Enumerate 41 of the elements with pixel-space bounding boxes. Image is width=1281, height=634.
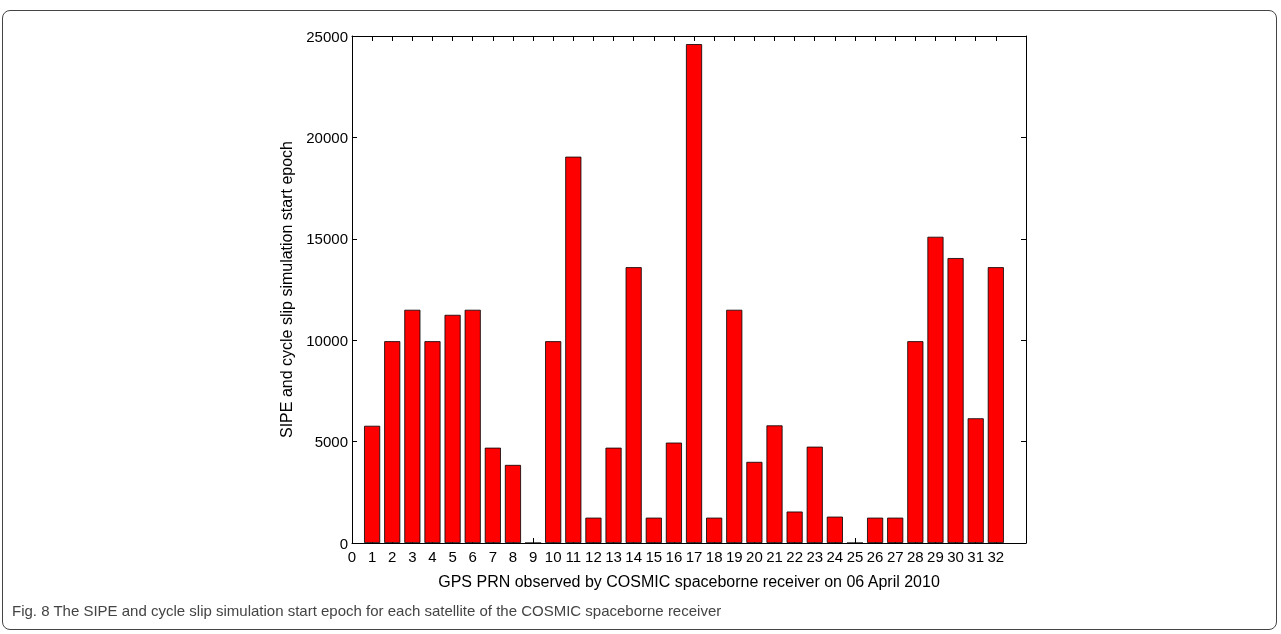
x-tick-label: 1 bbox=[367, 548, 377, 565]
x-tick-label: 7 bbox=[488, 548, 498, 565]
x-tick-label: 12 bbox=[585, 548, 602, 565]
x-tick-label: 26 bbox=[866, 548, 884, 565]
caption: Fig. 8 The SIPE and cycle slip simulation start epoch for each satellite of the COSMIC spaceborne receiver bbox=[12, 602, 722, 619]
x-tick-label: 19 bbox=[725, 548, 743, 565]
x-tick-label: 17 bbox=[685, 548, 703, 565]
x-tick-label: 22 bbox=[786, 548, 803, 565]
y-tick-label: 15000 bbox=[306, 230, 348, 248]
x-tick-label: 10 bbox=[544, 548, 562, 565]
x-tick-label: 5 bbox=[448, 548, 457, 565]
x-tick-label: 28 bbox=[907, 548, 924, 565]
x-tick-label: 4 bbox=[428, 548, 437, 565]
x-tick-label: 27 bbox=[886, 548, 904, 565]
x-tick-label: 6 bbox=[468, 548, 477, 565]
x-tick-label: 31 bbox=[967, 548, 985, 565]
y-axis-title: SIPE and cycle slip simulation start epoch bbox=[277, 140, 295, 439]
x-tick-label: 25 bbox=[846, 548, 864, 565]
x-tick-label: 14 bbox=[625, 548, 643, 565]
x-tick-label: 18 bbox=[705, 548, 723, 565]
x-tick-label: 20 bbox=[746, 548, 763, 565]
x-tick-label: 13 bbox=[605, 548, 622, 565]
y-tick-label: 5000 bbox=[314, 433, 348, 451]
x-tick-label: 15 bbox=[645, 548, 663, 565]
x-tick-label: 9 bbox=[528, 548, 538, 565]
x-tick-label: 29 bbox=[927, 548, 944, 565]
y-tick-label: 0 bbox=[339, 534, 348, 552]
y-tick-label: 20000 bbox=[306, 128, 348, 146]
x-tick-label: 32 bbox=[987, 548, 1005, 565]
x-axis-title: GPS PRN observed by COSMIC spaceborne receiver on 06 April 2010 bbox=[438, 572, 940, 590]
x-tick-label: 23 bbox=[806, 548, 824, 565]
x-tick-label: 21 bbox=[766, 548, 783, 565]
x-tick-label: 8 bbox=[508, 548, 518, 565]
y-tick-label: 10000 bbox=[306, 331, 348, 349]
x-tick-label: 24 bbox=[826, 548, 844, 565]
x-tick-label: 30 bbox=[947, 548, 964, 565]
x-tick-label: 16 bbox=[665, 548, 683, 565]
x-tick-label: 2 bbox=[388, 548, 397, 565]
x-tick-label: 3 bbox=[408, 548, 417, 565]
y-tick-label: 25000 bbox=[306, 27, 348, 45]
x-tick-label: 11 bbox=[565, 548, 582, 565]
